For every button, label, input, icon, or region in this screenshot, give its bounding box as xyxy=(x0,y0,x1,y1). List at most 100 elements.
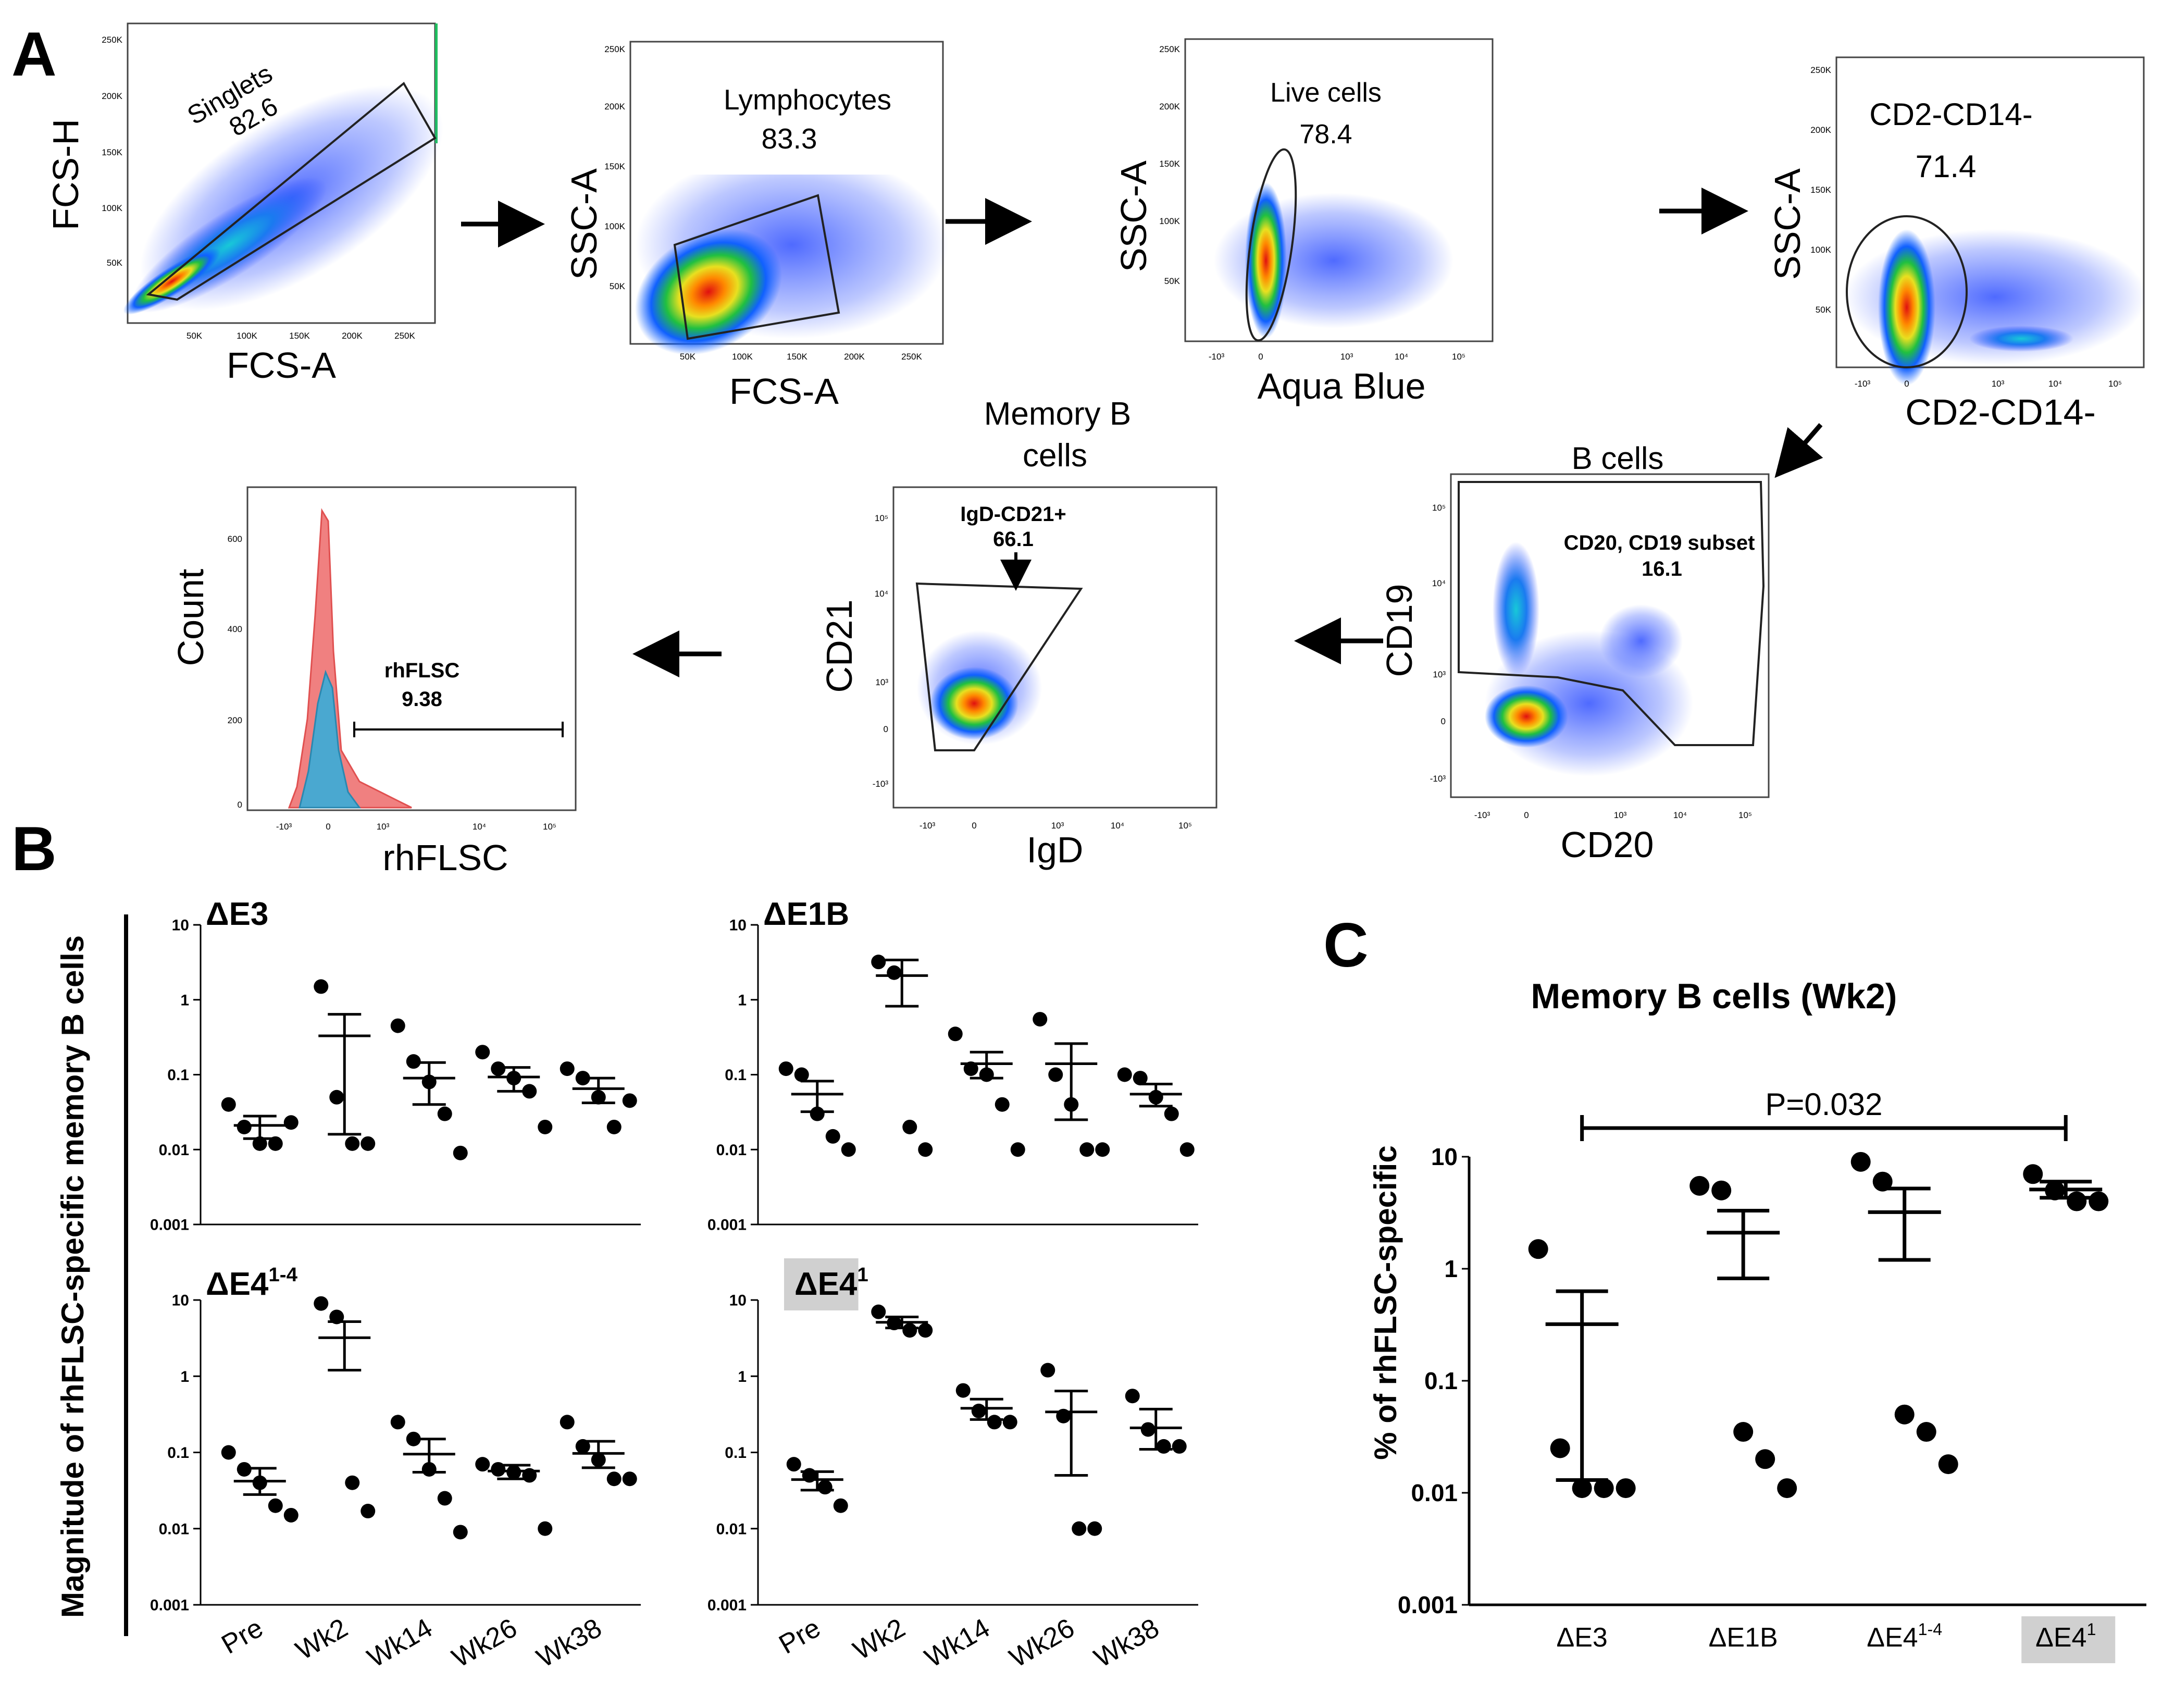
tick-x: 50K xyxy=(187,331,203,341)
y-tick-label: 1 xyxy=(1444,1255,1458,1282)
flow-plot-singlets: Singlets 82.6 FCS-A FCS-H 50K 100K 150K … xyxy=(45,22,443,386)
tick-x: -10³ xyxy=(276,822,292,832)
data-point xyxy=(902,1119,917,1134)
tick-x: 50K xyxy=(680,352,696,362)
tick-x: 0 xyxy=(1258,352,1263,362)
data-point xyxy=(252,1136,267,1151)
tick-x: 150K xyxy=(787,352,807,362)
flow-plot-b-cells: B cells CD20, CD19 subset 16.1 CD20 CD19… xyxy=(1379,441,1770,865)
plot-edge xyxy=(435,23,438,143)
category-label: Wk2 xyxy=(848,1613,910,1666)
data-point xyxy=(1172,1439,1187,1454)
y-tick-label: 0.001 xyxy=(707,1597,747,1614)
data-point xyxy=(390,1018,405,1033)
data-point xyxy=(1755,1449,1775,1469)
data-point xyxy=(1156,1439,1171,1454)
tick-y: 400 xyxy=(228,624,242,634)
tick-x: 10⁵ xyxy=(1738,810,1752,820)
data-point xyxy=(314,979,329,994)
chart-title: ΔE41 xyxy=(794,1264,868,1302)
data-point xyxy=(221,1097,236,1112)
data-point xyxy=(1040,1363,1055,1378)
data-point xyxy=(329,1090,344,1105)
tick-y: 100K xyxy=(102,203,122,213)
flow-plot-live-cells: Live cells 78.4 Aqua Blue SSC-A -10³ 0 1… xyxy=(1113,38,1494,406)
data-point xyxy=(622,1093,637,1108)
y-tick-label: 0.001 xyxy=(707,1217,747,1234)
data-point xyxy=(918,1142,933,1157)
tick-x: 10³ xyxy=(1614,810,1627,820)
category-label: Wk26 xyxy=(447,1613,522,1674)
tick-y: 250K xyxy=(604,44,625,54)
data-point xyxy=(1689,1175,1710,1196)
gate-name-igd-cd21: IgD-CD21+ xyxy=(960,503,1066,526)
tick-x: 10³ xyxy=(1340,352,1353,362)
category-label: Pre xyxy=(217,1613,268,1660)
data-point xyxy=(810,1106,825,1121)
tick-y: 250K xyxy=(1810,65,1831,75)
cell-density-core xyxy=(635,228,782,355)
data-point xyxy=(918,1323,933,1338)
data-point xyxy=(871,955,886,970)
tick-x: 150K xyxy=(289,331,310,341)
data-point xyxy=(221,1445,236,1460)
tick-x: 10³ xyxy=(1051,821,1064,831)
data-point xyxy=(1140,1422,1155,1437)
tick-x: 10⁴ xyxy=(1111,821,1124,831)
data-point xyxy=(902,1323,917,1338)
category-label: ΔE41-4 xyxy=(1867,1620,1942,1653)
tick-x: 10⁴ xyxy=(1673,810,1687,820)
data-point xyxy=(606,1471,622,1487)
tick-x: 10⁵ xyxy=(543,822,556,832)
panel-c-ylabel: % of rhFLSC-specific xyxy=(1368,1145,1403,1459)
axis-label-y: SSC-A xyxy=(1113,160,1154,272)
y-tick-label: 0.1 xyxy=(167,1067,189,1084)
category-label: Wk2 xyxy=(291,1613,353,1666)
data-point xyxy=(1872,1171,1893,1192)
tick-x: -10³ xyxy=(1855,379,1871,389)
category-label: Wk38 xyxy=(532,1613,607,1674)
tick-y: 10³ xyxy=(875,677,888,687)
tick-y: 100K xyxy=(604,221,625,231)
tick-x: 200K xyxy=(844,352,865,362)
category-label: ΔE3 xyxy=(1556,1623,1607,1653)
gate-name-cd2cd14: CD2-CD14- xyxy=(1869,97,2032,132)
flow-plot-cd2-cd14: CD2-CD14- 71.4 CD2-CD14- SSC-A -10³ 0 10… xyxy=(1767,56,2146,432)
significance-label: P=0.032 xyxy=(1765,1087,1882,1122)
axis-label-x: FCS-A xyxy=(227,345,336,386)
tick-x: 100K xyxy=(237,331,257,341)
data-point xyxy=(237,1119,252,1134)
tick-y: 10⁵ xyxy=(1432,503,1446,513)
y-tick-label: 0.01 xyxy=(159,1142,189,1159)
tick-x: 10⁵ xyxy=(2108,379,2122,389)
tick-y: 150K xyxy=(102,147,122,157)
tick-x: 200K xyxy=(342,331,363,341)
axis-label-y: CD19 xyxy=(1379,584,1420,677)
panel-letter-a: A xyxy=(11,19,57,89)
tick-x: 10⁴ xyxy=(1395,352,1408,362)
tick-x: 10³ xyxy=(377,822,390,832)
singlets-gate xyxy=(146,81,437,301)
data-point xyxy=(825,1129,840,1144)
gate-value-igd-cd21: 66.1 xyxy=(993,528,1034,551)
data-point xyxy=(2067,1191,2087,1211)
axis-label-x: IgD xyxy=(1027,830,1084,870)
panel-letter-c: C xyxy=(1323,910,1369,980)
tick-y: 200K xyxy=(604,102,625,112)
data-point xyxy=(1711,1180,1732,1200)
cell-cloud xyxy=(1493,542,1539,677)
gate-value-cd2cd14: 71.4 xyxy=(1916,149,1977,184)
tick-y: 50K xyxy=(610,281,626,291)
data-point xyxy=(390,1415,405,1430)
cell-density-core xyxy=(930,667,1018,740)
data-point xyxy=(786,1457,801,1472)
data-point xyxy=(268,1136,283,1151)
dot-plot: 0.001 0.01 0.1 1 10 ΔE3 ΔE1B ΔE41-4 ΔE41 xyxy=(1398,1143,2146,1663)
data-point xyxy=(361,1504,376,1519)
plot-title-memory-line2: cells xyxy=(1023,438,1087,474)
axis-label-x: rhFLSC xyxy=(382,837,508,878)
category-label: Wk26 xyxy=(1004,1613,1079,1674)
data-point xyxy=(1072,1521,1087,1536)
data-point xyxy=(1117,1067,1132,1082)
tick-y: 150K xyxy=(1810,185,1831,195)
